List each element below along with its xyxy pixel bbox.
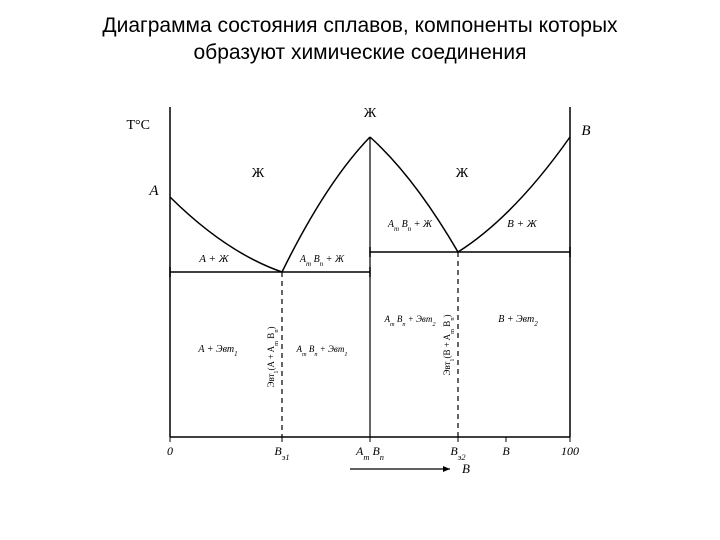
region-label: A [148,183,159,199]
region-label: Ж [252,166,265,181]
region-label: A + Эвт1 [197,344,237,358]
x-tick-label: Am Bn [355,444,384,462]
region-label: B [581,123,590,139]
region-label: Am Bn + Ж [299,254,345,268]
phase-diagram: T°C A B Ж Ж Ж A + Ж Am Bn + Ж Am Bn + Ж B + Ж A + … [0,77,720,487]
vertical-label: Эвт1(B + Am Bn) [442,314,456,375]
region-label: Ж [456,166,469,181]
y-axis-label: T°C [127,118,151,133]
x-tick-label: Bэ1 [274,444,289,462]
region-label: Ж [364,106,377,121]
region-label: Am Bn + Эвт1 [296,344,348,358]
region-label: B + Ж [507,218,538,230]
diagram-svg: T°C A B Ж Ж Ж A + Ж Am Bn + Ж Am Bn + Ж B + Ж A + … [110,77,610,487]
region-label: B + Эвт2 [498,314,538,328]
x-tick-label: Bэ2 [450,444,465,462]
x-tick-label: 100 [561,444,579,458]
vertical-label: Эвт1(A + Am Bn) [266,326,280,387]
region-label: Am Bn + Ж [387,219,433,233]
title-line-2: образуют химические соединения [193,41,526,64]
region-label: Am Bn + Эвт2 [384,314,437,328]
region-label: A + Ж [198,253,229,265]
x-tick-label: 0 [167,444,173,458]
x-tick-label: B [502,444,510,458]
title-line-1: Диаграмма состояния сплавов, компоненты … [102,14,617,37]
x-axis-arrow-label: B [462,461,470,476]
